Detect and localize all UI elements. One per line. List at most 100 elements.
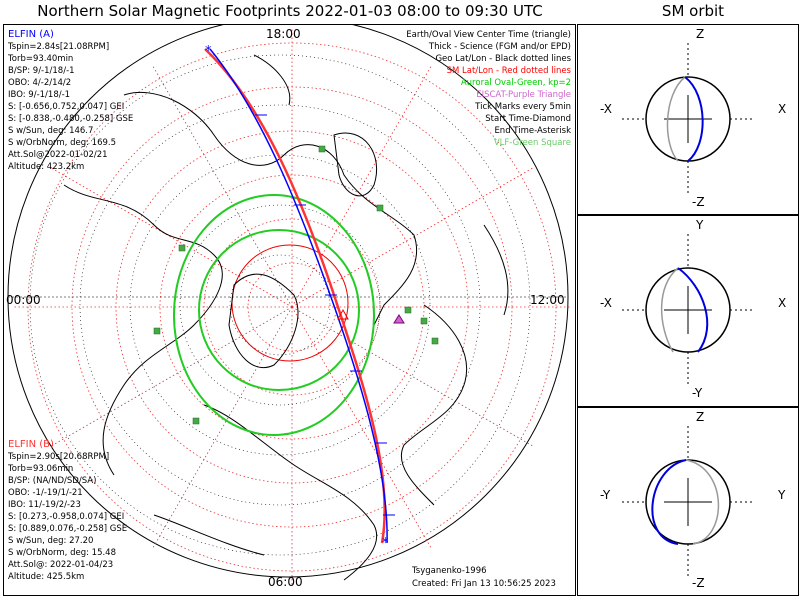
coastline [153, 514, 265, 556]
elfin-b-line: Att.Sol@: 2022-01-04/23 [8, 560, 114, 570]
elfin-b-line: S w/Sun, deg: 27.20 [8, 536, 94, 546]
axis-label-top: Y [696, 218, 704, 232]
legend-item: Start Time-Diamond [485, 114, 571, 124]
axis-label-right: Y [778, 488, 786, 502]
start-time-asterisk: * [205, 44, 212, 59]
elfin-a-line: S: [-0.656,0.752,0.047] GEI [8, 102, 125, 112]
sm-orbit-plot-xz[interactable] [578, 25, 798, 214]
sm-orbit-panel-xz: Z -Z -X X [577, 24, 799, 215]
vlf-station-square [404, 306, 412, 314]
hour-label-right: 12:00 [530, 293, 565, 307]
axis-label-left: -Y [600, 488, 611, 502]
legend-item: Thick - Science (FGM and/or EPD) [428, 42, 571, 52]
sm-orbit-plot-yz[interactable] [578, 408, 798, 595]
polar-map[interactable]: ** [4, 25, 575, 595]
axis-label-left: -X [600, 296, 612, 310]
credit-text: Tsyganenko-1996 [412, 566, 487, 576]
sm-longitude-line [291, 306, 433, 550]
page-title: Northern Solar Magnetic Footprints 2022-… [37, 2, 543, 20]
view-center-triangle [337, 308, 349, 320]
elfin-a-line: Att.Sol@2022-01-02/21 [8, 150, 108, 160]
axis-label-top: Z [696, 27, 705, 41]
sm-longitude-line [291, 306, 535, 448]
axis-label-right: X [778, 102, 787, 116]
vlf-station-square [376, 204, 384, 212]
vlf-station-square [431, 337, 439, 345]
legend-item: VLF-Green Square [493, 138, 571, 148]
elfin-a-line: S: [-0.838,-0.480,-0.258] GSE [8, 114, 134, 124]
geo-latitude-circle [129, 154, 431, 456]
vlf-station-square [178, 244, 186, 252]
coastline [483, 224, 509, 316]
elfin-b-line: S: [0.273,-0.958,0.074] GEI [8, 512, 125, 522]
axis-label-right: X [778, 296, 787, 310]
vlf-station-square [192, 417, 200, 425]
orbit-path-blue [651, 459, 687, 545]
created-timestamp: Created: Fri Jan 13 10:56:25 2023 [412, 579, 556, 589]
coastline [253, 54, 291, 106]
elfin-b-line: IBO: 11/-19/2/-23 [8, 500, 81, 510]
elfin-b-header: ELFIN (B) [8, 439, 54, 450]
geo-latitude-circle [29, 54, 531, 556]
eiscat-triangle [393, 314, 405, 324]
elfin-a-line: IBO: 9/-1/18/-1 [8, 90, 71, 100]
sm-longitude-line [151, 64, 293, 308]
elfin-b-line: Torb=93.06min [8, 464, 74, 474]
elfin-a-line: B/SP: 9/-1/18/-1 [8, 66, 75, 76]
axis-label-top: Z [696, 410, 705, 424]
coastline [228, 273, 299, 369]
elfin-a-line: Tspin=2.84s[21.08RPM] [8, 42, 110, 52]
sm-orbit-plot-xy[interactable] [578, 216, 798, 406]
vlf-station-square [153, 327, 161, 335]
axis-label-bottom: -Y [692, 386, 703, 400]
sm-longitude-line [49, 166, 293, 308]
elfin-b-info: ELFIN (B) Tspin=2.90s[20.68RPM] Torb=93.… [8, 439, 127, 583]
geo-latitude-circle [229, 254, 331, 356]
elfin-b-line: S w/OrbNorm, deg: 15.48 [8, 548, 117, 558]
legend-item: EISCAT-Purple Triangle [476, 90, 571, 100]
sm-orbit-panel-xy: Y -Y -X X [577, 215, 799, 407]
sm-longitude-line [291, 64, 433, 308]
elfin-a-track [209, 48, 388, 544]
orbit-path-blue [677, 267, 709, 353]
coastline [400, 304, 468, 506]
vlf-station-square [420, 317, 428, 325]
sm-orbit-title: SM orbit [661, 2, 725, 20]
axis-label-bottom: -Z [692, 576, 705, 590]
hour-label-left: 00:00 [6, 293, 41, 307]
auroral-oval-outer [173, 194, 375, 436]
end-time-asterisk: * [382, 536, 389, 551]
coastline [333, 132, 378, 197]
legend-item: Auroral Oval-Green, kp=2 [460, 78, 571, 88]
sm-longitude-line [151, 306, 293, 550]
legend-item: SM Lat/Lon - Red dotted lines [446, 66, 571, 76]
orbit-path-gray [666, 76, 686, 162]
elfin-b-line: B/SP: (NA/ND/SD/SA) [8, 476, 97, 486]
geo-latitude-circle [79, 104, 481, 506]
elfin-a-header: ELFIN (A) [8, 29, 54, 40]
orbit-path-gray [685, 459, 720, 545]
elfin-b-line: Tspin=2.90s[20.68RPM] [8, 452, 110, 462]
map-legend: Earth/Oval View Center Time (triangle) T… [406, 29, 571, 149]
coastline [203, 404, 378, 581]
axis-label-bottom: -Z [692, 195, 705, 209]
axis-label-left: -X [600, 102, 612, 116]
elfin-a-line: S w/Sun, deg: 146.7 [8, 126, 94, 136]
coastline [123, 91, 418, 326]
legend-item: End Time-Asterisk [494, 126, 571, 136]
legend-item: Geo Lat/Lon - Black dotted lines [435, 54, 571, 64]
orbit-path-gray [660, 267, 679, 353]
geo-latitude-circle [179, 204, 381, 406]
elfin-a-line: Torb=93.40min [8, 54, 74, 64]
vlf-station-square [318, 145, 326, 153]
legend-item: Tick Marks every 5min [475, 102, 571, 112]
legend-item: Earth/Oval View Center Time (triangle) [406, 30, 571, 40]
elfin-a-line: S w/OrbNorm, deg: 169.5 [8, 138, 117, 148]
elfin-b-line: S: [0.889,0.076,-0.258] GSE [8, 524, 128, 534]
elfin-a-info: ELFIN (A) Tspin=2.84s[21.08RPM] Torb=93.… [8, 29, 133, 173]
elfin-a-line: OBO: 4/-2/14/2 [8, 78, 72, 88]
polar-map-panel: * * 18:00 00:00 12:00 06:00 ELFIN (A) Tsp… [3, 24, 576, 596]
hour-label-bottom: 06:00 [268, 575, 303, 589]
elfin-b-line: Altitude: 425.5km [8, 572, 85, 582]
sm-longitude-line [49, 306, 293, 448]
